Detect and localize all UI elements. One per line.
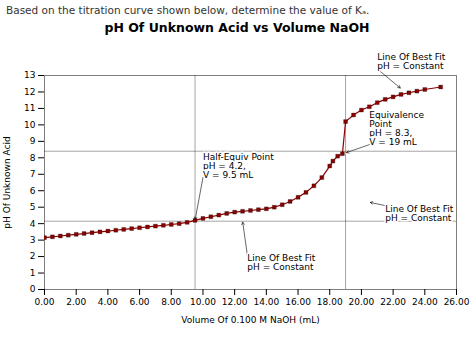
svg-text:4.00: 4.00	[98, 297, 118, 307]
svg-text:10: 10	[24, 120, 36, 130]
svg-text:8.00: 8.00	[161, 297, 181, 307]
svg-text:0.00: 0.00	[34, 297, 54, 307]
svg-text:Line Of Best FitpH = Constant: Line Of Best FitpH = Constant	[247, 253, 316, 272]
svg-text:24.00: 24.00	[412, 297, 438, 307]
svg-text:22.00: 22.00	[380, 297, 406, 307]
svg-text:6: 6	[30, 186, 36, 196]
svg-text:4: 4	[30, 219, 36, 229]
svg-text:14.00: 14.00	[253, 297, 279, 307]
svg-text:pH Of Unknown Acid: pH Of Unknown Acid	[2, 136, 12, 228]
svg-text:7: 7	[30, 169, 36, 179]
svg-text:0: 0	[30, 284, 36, 294]
svg-text:Volume Of 0.100 M NaOH (mL): Volume Of 0.100 M NaOH (mL)	[181, 315, 319, 325]
svg-text:Line Of Best FitpH = Constant: Line Of Best FitpH = Constant	[377, 52, 446, 71]
svg-text:12: 12	[24, 87, 35, 97]
html-text:pH Of Unknown Acid vs Volume N: pH Of Unknown Acid vs Volume NaOH	[104, 20, 370, 35]
svg-text:6.00: 6.00	[130, 297, 150, 307]
svg-text:Half-Equiv PointpH = 4.2,V = 9: Half-Equiv PointpH = 4.2,V = 9.5 mL	[203, 152, 274, 180]
svg-text:13: 13	[24, 70, 35, 80]
svg-text:26.00: 26.00	[444, 297, 470, 307]
svg-text:EquivalencePointpH = 8.3,V = 1: EquivalencePointpH = 8.3,V = 19 mL	[369, 110, 424, 147]
svg-text:11: 11	[24, 103, 35, 113]
svg-text:12.00: 12.00	[222, 297, 248, 307]
svg-text:16.00: 16.00	[285, 297, 311, 307]
svg-text:Line Of Best FitpH = Constant: Line Of Best FitpH = Constant	[385, 204, 454, 223]
svg-text:18.00: 18.00	[317, 297, 343, 307]
svg-text:8: 8	[30, 153, 36, 163]
svg-text:20.00: 20.00	[349, 297, 375, 307]
svg-text:2.00: 2.00	[66, 297, 86, 307]
svg-text:3: 3	[30, 235, 36, 245]
svg-text:2: 2	[30, 251, 36, 261]
svg-text:10.00: 10.00	[190, 297, 216, 307]
svg-text:5: 5	[30, 202, 36, 212]
svg-text:1: 1	[30, 268, 36, 278]
html-text:Based on the titration curve s: Based on the titration curve shown below…	[6, 4, 370, 16]
svg-text:9: 9	[30, 136, 36, 146]
